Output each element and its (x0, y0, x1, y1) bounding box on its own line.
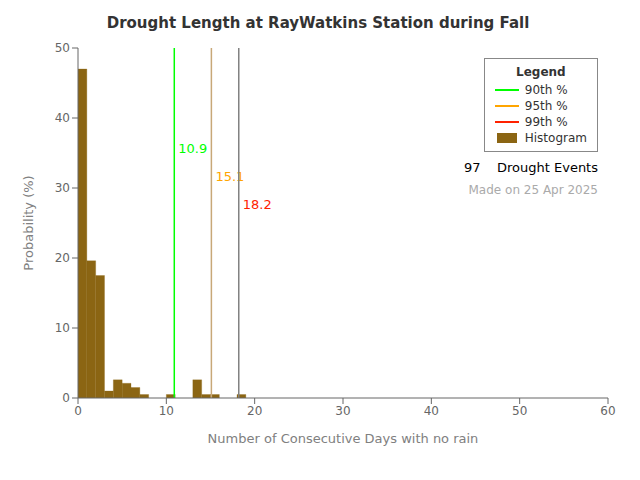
svg-text:0: 0 (62, 391, 70, 405)
svg-text:10: 10 (55, 321, 70, 335)
svg-text:10.9: 10.9 (178, 141, 207, 156)
html-text:Drought Length at RayWatkins S: Drought Length at RayWatkins Station dur… (106, 14, 530, 32)
html-text:97 Drought Events: 97 Drought Events (463, 160, 598, 175)
svg-text:40: 40 (424, 404, 439, 418)
svg-text:15.1: 15.1 (215, 169, 244, 184)
svg-text:0: 0 (74, 404, 82, 418)
svg-text:18.2: 18.2 (243, 197, 272, 212)
svg-text:60: 60 (600, 404, 615, 418)
svg-text:20: 20 (247, 404, 262, 418)
svg-text:Probability (%): Probability (%) (21, 175, 36, 270)
html-text:95th %: 95th % (524, 99, 568, 113)
svg-text:10: 10 (159, 404, 174, 418)
svg-text:30: 30 (335, 404, 350, 418)
html-text:Made on 25 Apr 2025: Made on 25 Apr 2025 (468, 183, 598, 197)
html-text:Legend: Legend (516, 65, 566, 79)
svg-text:30: 30 (55, 181, 70, 195)
html-text:99th %: 99th % (524, 115, 568, 129)
svg-text:20: 20 (55, 251, 70, 265)
html-text:90th %: 90th % (524, 83, 568, 97)
html-text:Histogram: Histogram (524, 131, 587, 145)
svg-text:50: 50 (55, 41, 70, 55)
svg-text:40: 40 (55, 111, 70, 125)
svg-text:50: 50 (512, 404, 527, 418)
svg-text:Number of Consecutive Days wit: Number of Consecutive Days with no rain (208, 431, 479, 446)
